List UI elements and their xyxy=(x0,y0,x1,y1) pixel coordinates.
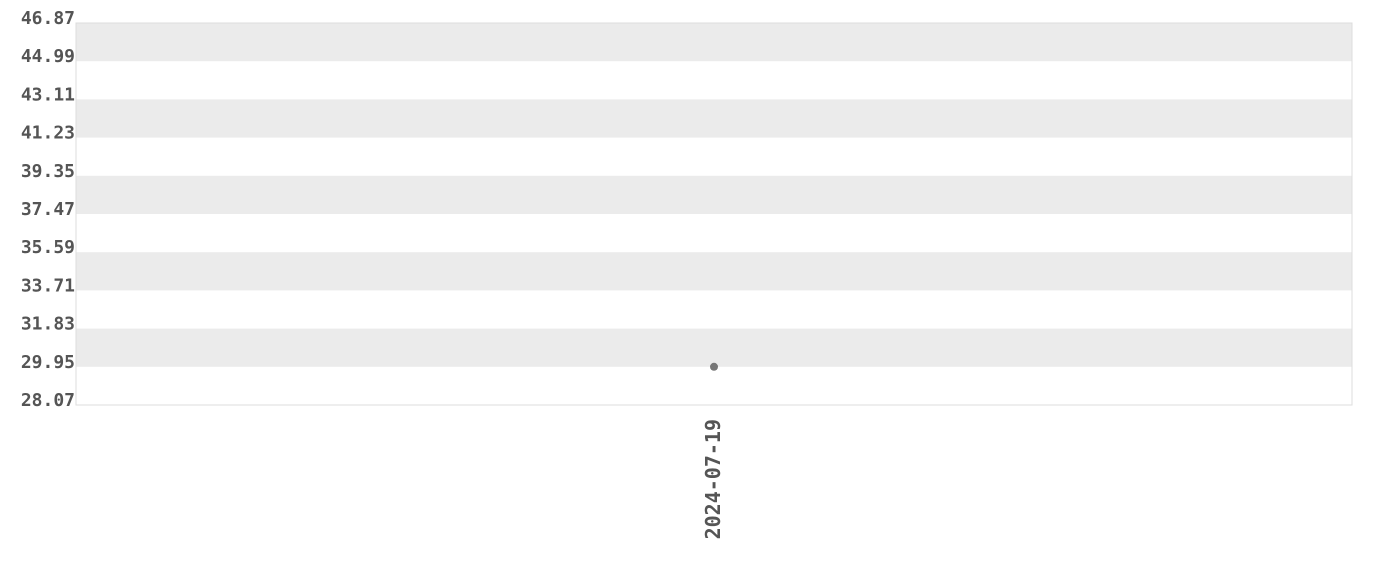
grid-band xyxy=(76,23,1352,62)
grid-band xyxy=(76,175,1352,214)
y-tick-label: 28.07 xyxy=(21,390,75,411)
grid-bands xyxy=(76,23,1352,367)
x-axis: 2024-07-19 xyxy=(701,419,725,539)
y-tick-label: 43.11 xyxy=(21,84,75,105)
data-points xyxy=(710,362,718,371)
y-tick-label: 44.99 xyxy=(21,46,75,67)
plot-area-border xyxy=(75,22,1353,406)
x-tick-label: 2024-07-19 xyxy=(701,419,725,539)
y-tick-label: 35.59 xyxy=(21,237,75,258)
y-tick-label: 39.35 xyxy=(21,161,75,182)
grid-band xyxy=(76,99,1352,138)
y-tick-label: 37.47 xyxy=(21,199,75,220)
data-point[interactable] xyxy=(710,362,718,371)
y-tick-label: 31.83 xyxy=(21,314,75,335)
y-tick-label: 41.23 xyxy=(21,123,75,144)
grid-band xyxy=(76,252,1352,291)
y-tick-label: 46.87 xyxy=(21,8,75,29)
grid-band xyxy=(76,328,1352,367)
y-axis: 28.07 29.95 31.83 33.71 35.59 37.47 39.35 41.23… xyxy=(21,8,75,411)
y-tick-label: 29.95 xyxy=(21,352,75,373)
y-tick-label: 33.71 xyxy=(21,275,75,296)
